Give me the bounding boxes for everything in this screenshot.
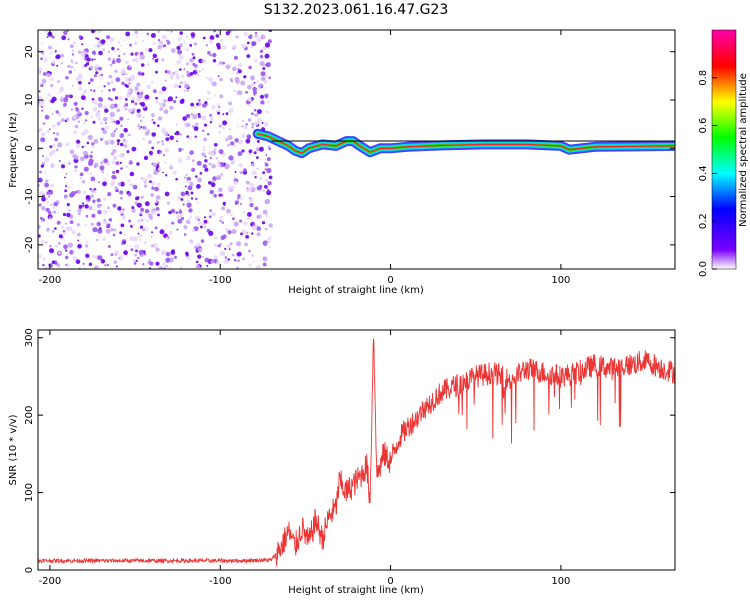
y-tick-label: 20 [24,45,35,58]
spectrogram-ylabel: Frequency (Hz) [8,112,19,188]
colorbar-tick-label: 0.0 [698,261,709,277]
colorbar-ticks: 0.0 0.2 0.4 0.6 0.8 [698,70,717,277]
snr-line [38,338,675,567]
x-tick-label: -100 [209,576,232,587]
snr-xlabel: Height of straight line (km) [288,585,424,596]
spectrogram-content [38,30,675,269]
signal-track [252,128,675,159]
colorbar-tick-label: 0.2 [698,213,709,229]
colorbar-tick-label: 0.4 [698,165,709,181]
figure-title: S132.2023.061.16.47.G23 [264,2,449,18]
spectrogram-xlabel: Height of straight line (km) [288,285,424,296]
x-tick-label: 100 [551,275,570,286]
x-tick-label: 0 [387,576,393,587]
x-tick-label: 0 [387,275,393,286]
y-tick-label: 0 [24,567,35,573]
colorbar: 0.0 0.2 0.4 0.6 0.8 Normalized spectral ampl… [698,29,749,277]
y-tick-label: 300 [24,328,35,347]
snr-content [38,338,675,567]
x-tick-label: -200 [39,576,62,587]
y-tick-label: 200 [24,406,35,425]
colorbar-tick-label: 0.8 [698,70,709,86]
x-tick-label: -100 [209,275,232,286]
noise-region [38,30,273,269]
snr-ylabel: SNR (10 * v/v) [8,414,19,485]
colorbar-gradient [711,29,737,270]
y-tick-label: -10 [24,188,35,204]
x-tick-label: 100 [551,576,570,587]
snr-ticks: -200 -100 0 100 0 100 200 300 [24,328,675,587]
spectrogram-frame [37,29,676,270]
y-tick-label: -20 [24,237,35,253]
snr-frame [37,329,676,571]
colorbar-tick-label: 0.6 [698,118,709,134]
x-tick-label: -200 [39,275,62,286]
snr-panel: -200 -100 0 100 0 100 200 300 Height of straigh… [8,328,676,596]
colorbar-label: Normalized spectral amplitude [738,73,749,227]
y-tick-label: 0 [24,145,35,151]
y-tick-label: 100 [24,483,35,502]
y-tick-label: 10 [24,94,35,107]
